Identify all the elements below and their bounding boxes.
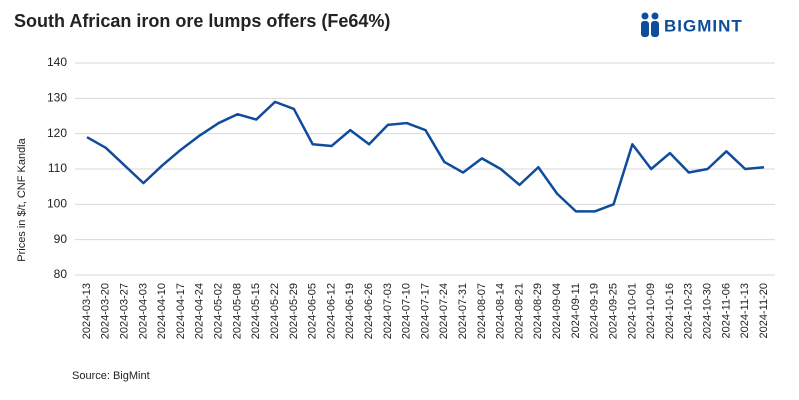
x-tick-label: 2024-06-12 <box>325 283 337 339</box>
x-tick-label: 2024-07-03 <box>382 283 394 339</box>
y-tick-label: 80 <box>54 267 68 281</box>
y-tick-label: 90 <box>54 232 68 246</box>
x-tick-label: 2024-10-01 <box>626 283 638 339</box>
y-tick-label: 100 <box>47 197 67 211</box>
x-tick-label: 2024-10-23 <box>683 283 695 339</box>
x-tick-label: 2024-10-30 <box>701 283 713 339</box>
y-tick-label: 140 <box>47 55 67 69</box>
line-series <box>86 100 765 213</box>
x-tick-label: 2024-06-26 <box>363 283 375 339</box>
x-tick-label: 2024-04-03 <box>137 283 149 339</box>
x-tick-label: 2024-03-13 <box>81 283 93 339</box>
x-tick-label: 2024-08-29 <box>532 283 544 339</box>
x-tick-label: 2024-11-13 <box>739 283 751 338</box>
x-tick-label: 2024-10-16 <box>664 283 676 339</box>
x-tick-label: 2024-09-11 <box>570 283 582 338</box>
x-tick-label: 2024-07-10 <box>401 283 413 339</box>
x-tick-label: 2024-05-15 <box>250 283 262 339</box>
x-tick-label: 2024-07-17 <box>419 283 431 339</box>
chart-title: South African iron ore lumps offers (Fe6… <box>14 11 390 31</box>
logo: BIGMINT <box>664 16 743 35</box>
x-tick-label: 2024-11-20 <box>758 283 770 338</box>
x-tick-label: 2024-04-10 <box>156 283 168 339</box>
x-tick-label: 2024-05-29 <box>288 283 300 339</box>
x-tick-label: 2024-03-27 <box>119 283 131 339</box>
y-axis-label: Prices in $/t, CNF Kandla <box>16 137 28 261</box>
x-tick-label: 2024-05-02 <box>213 283 225 339</box>
x-tick-label: 2024-07-31 <box>457 283 469 339</box>
x-tick-label: 2024-06-19 <box>344 283 356 339</box>
x-tick-label: 2024-10-09 <box>645 283 657 339</box>
x-tick-label: 2024-06-05 <box>307 283 319 339</box>
source: Source: BigMint <box>72 370 150 382</box>
x-tick-label: 2024-09-04 <box>551 283 563 339</box>
x-tick-label: 2024-05-08 <box>231 283 243 339</box>
y-tick-label: 110 <box>48 161 67 175</box>
x-tick-label: 2024-08-07 <box>476 283 488 339</box>
x-tick-label: 2024-04-24 <box>194 283 206 339</box>
x-tick-label: 2024-07-24 <box>438 283 450 339</box>
y-tick-label: 130 <box>47 91 67 105</box>
y-tick-label: 120 <box>47 126 67 140</box>
x-tick-label: 2024-08-21 <box>513 283 525 339</box>
x-tick-label: 2024-03-20 <box>100 283 112 339</box>
x-tick-label: 2024-11-06 <box>720 283 732 338</box>
x-tick-label: 2024-05-22 <box>269 283 281 339</box>
x-tick-label: 2024-08-14 <box>495 283 507 339</box>
x-tick-label: 2024-09-25 <box>607 283 619 339</box>
x-tick-label: 2024-04-17 <box>175 283 187 339</box>
x-tick-label: 2024-09-19 <box>589 283 601 339</box>
logo-icon <box>641 12 659 37</box>
